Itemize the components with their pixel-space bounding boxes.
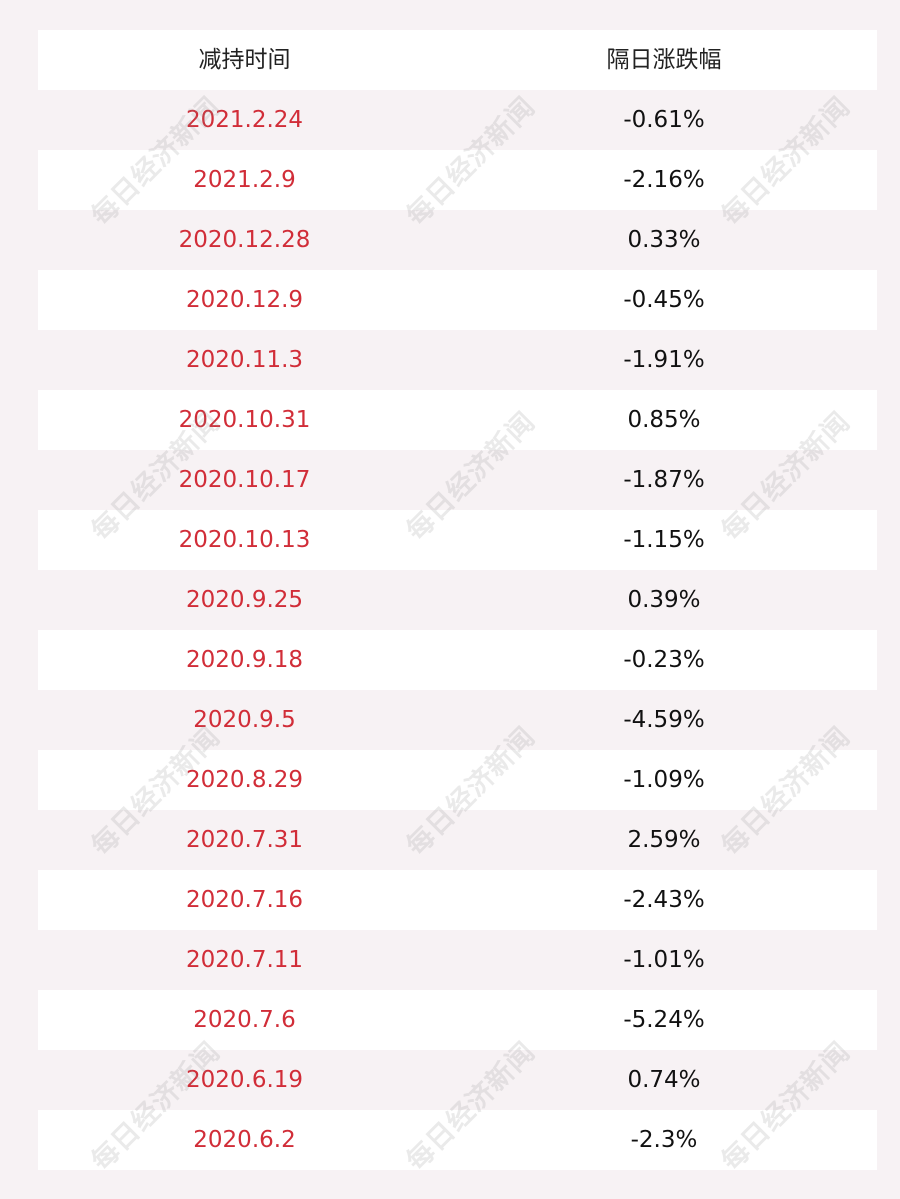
next-day-change-cell: 2.59% <box>627 827 701 853</box>
reduction-date-cell: 2020.6.19 <box>185 1067 304 1093</box>
next-day-change-cell: -0.23% <box>623 647 705 673</box>
table-row: 2020.10.31 0.85% <box>38 390 877 450</box>
table-row: 2020.12.28 0.33% <box>38 210 877 270</box>
reduction-date-cell: 2020.11.3 <box>185 347 304 373</box>
header-reduction-date: 减持时间 <box>198 47 291 73</box>
reduction-date-cell: 2020.7.31 <box>185 827 304 853</box>
next-day-change-cell: -1.09% <box>623 767 705 793</box>
next-day-change-cell: -2.3% <box>630 1127 698 1153</box>
table-body: 2021.2.24 -0.61% 2021.2.9 -2.16% 2020.12.28 0… <box>38 90 877 1170</box>
table-header: 减持时间 隔日涨跌幅 <box>38 30 877 90</box>
reduction-date-cell: 2020.12.28 <box>178 227 311 253</box>
next-day-change-cell: -1.87% <box>623 467 705 493</box>
reduction-date-cell: 2020.7.11 <box>185 947 304 973</box>
reduction-table: 减持时间 隔日涨跌幅 2021.2.24 -0.61% 2021.2.9 -2.16%… <box>38 30 877 1170</box>
table-row: 2021.2.9 -2.16% <box>38 150 877 210</box>
table-row: 2020.9.5 -4.59% <box>38 690 877 750</box>
table-row: 2020.10.13 -1.15% <box>38 510 877 570</box>
reduction-date-cell: 2020.9.18 <box>185 647 304 673</box>
reduction-date-cell: 2020.10.17 <box>178 467 311 493</box>
reduction-date-cell: 2020.10.13 <box>178 527 311 553</box>
table-row: 2020.8.29 -1.09% <box>38 750 877 810</box>
table-row: 2020.12.9 -0.45% <box>38 270 877 330</box>
next-day-change-cell: -0.45% <box>623 287 705 313</box>
reduction-date-cell: 2020.7.6 <box>193 1007 296 1033</box>
table-row: 2020.7.6 -5.24% <box>38 990 877 1050</box>
next-day-change-cell: -1.15% <box>623 527 705 553</box>
table-row: 2020.7.16 -2.43% <box>38 870 877 930</box>
reduction-date-cell: 2020.9.5 <box>193 707 296 733</box>
reduction-date-cell: 2021.2.24 <box>185 107 304 133</box>
next-day-change-cell: -1.91% <box>623 347 705 373</box>
next-day-change-cell: 0.39% <box>627 587 701 613</box>
next-day-change-cell: -0.61% <box>623 107 705 133</box>
header-next-day-change: 隔日涨跌幅 <box>606 47 722 73</box>
table-row: 2020.7.31 2.59% <box>38 810 877 870</box>
reduction-date-cell: 2020.12.9 <box>185 287 304 313</box>
reduction-date-cell: 2020.7.16 <box>185 887 304 913</box>
table-row: 2020.9.25 0.39% <box>38 570 877 630</box>
reduction-date-cell: 2020.8.29 <box>185 767 304 793</box>
reduction-date-cell: 2021.2.9 <box>193 167 296 193</box>
next-day-change-cell: -5.24% <box>623 1007 705 1033</box>
table-row: 2020.9.18 -0.23% <box>38 630 877 690</box>
table-row: 2020.11.3 -1.91% <box>38 330 877 390</box>
reduction-date-cell: 2020.9.25 <box>185 587 304 613</box>
next-day-change-cell: -2.16% <box>623 167 705 193</box>
next-day-change-cell: 0.85% <box>627 407 701 433</box>
table-row: 2020.10.17 -1.87% <box>38 450 877 510</box>
reduction-date-cell: 2020.6.2 <box>193 1127 296 1153</box>
next-day-change-cell: 0.74% <box>627 1067 701 1093</box>
table-row: 2021.2.24 -0.61% <box>38 90 877 150</box>
table-row: 2020.6.2 -2.3% <box>38 1110 877 1170</box>
table-row: 2020.7.11 -1.01% <box>38 930 877 990</box>
table-row: 2020.6.19 0.74% <box>38 1050 877 1110</box>
next-day-change-cell: -2.43% <box>623 887 705 913</box>
next-day-change-cell: -4.59% <box>623 707 705 733</box>
reduction-date-cell: 2020.10.31 <box>178 407 311 433</box>
next-day-change-cell: 0.33% <box>627 227 701 253</box>
next-day-change-cell: -1.01% <box>623 947 705 973</box>
